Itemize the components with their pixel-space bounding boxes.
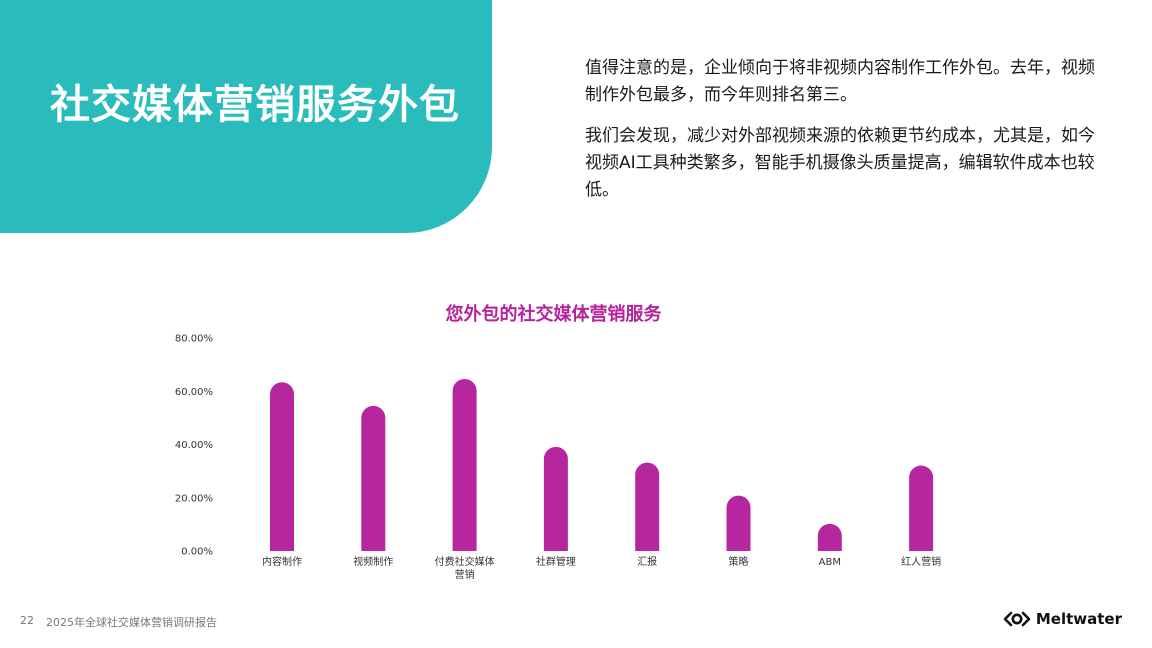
x-tick-label: 付费社交媒体 (435, 555, 495, 568)
intro-paragraph-2: 我们会发现，减少对外部视频来源的依赖更节约成本，尤其是，如今视频AI工具种类繁多… (585, 126, 1095, 200)
intro-text: 值得注意的是，企业倾向于将非视频内容制作工作外包。去年，视频制作外包最多，而今年… (585, 55, 1105, 218)
x-tick-label: 汇报 (637, 555, 657, 568)
x-tick-label: 社群管理 (536, 555, 576, 568)
bar (817, 523, 842, 551)
bar (909, 465, 934, 551)
page-number: 22 (20, 614, 34, 627)
report-title: 2025年全球社交媒体营销调研报告 (46, 616, 217, 629)
y-tick-label: 20.00% (175, 493, 213, 504)
intro-paragraph-1: 值得注意的是，企业倾向于将非视频内容制作工作外包。去年，视频制作外包最多，而今年… (585, 58, 1095, 105)
bar (270, 382, 294, 551)
y-tick-label: 40.00% (175, 440, 213, 451)
x-tick-label: ABM (819, 557, 841, 568)
bar (635, 462, 660, 551)
brand: Meltwater (1002, 610, 1122, 628)
bar (726, 495, 751, 551)
page-title: 社交媒体营销服务外包 (50, 82, 460, 128)
bar (543, 446, 568, 551)
bar (361, 405, 386, 551)
x-tick-label: 营销 (455, 568, 475, 581)
bar (452, 379, 477, 551)
x-tick-label: 策略 (729, 555, 749, 568)
x-tick-label: 内容制作 (262, 555, 302, 568)
y-tick-label: 60.00% (175, 387, 213, 398)
x-tick-label: 红人营销 (901, 555, 941, 568)
y-tick-label: 0.00% (181, 547, 213, 558)
y-tick-label: 80.00% (175, 334, 213, 345)
meltwater-logo-icon (1003, 611, 1031, 627)
header-panel (0, 0, 492, 233)
chart-title: 您外包的社交媒体营销服务 (445, 304, 662, 325)
x-tick-label: 视频制作 (353, 555, 393, 568)
brand-name: Meltwater (1035, 610, 1122, 628)
